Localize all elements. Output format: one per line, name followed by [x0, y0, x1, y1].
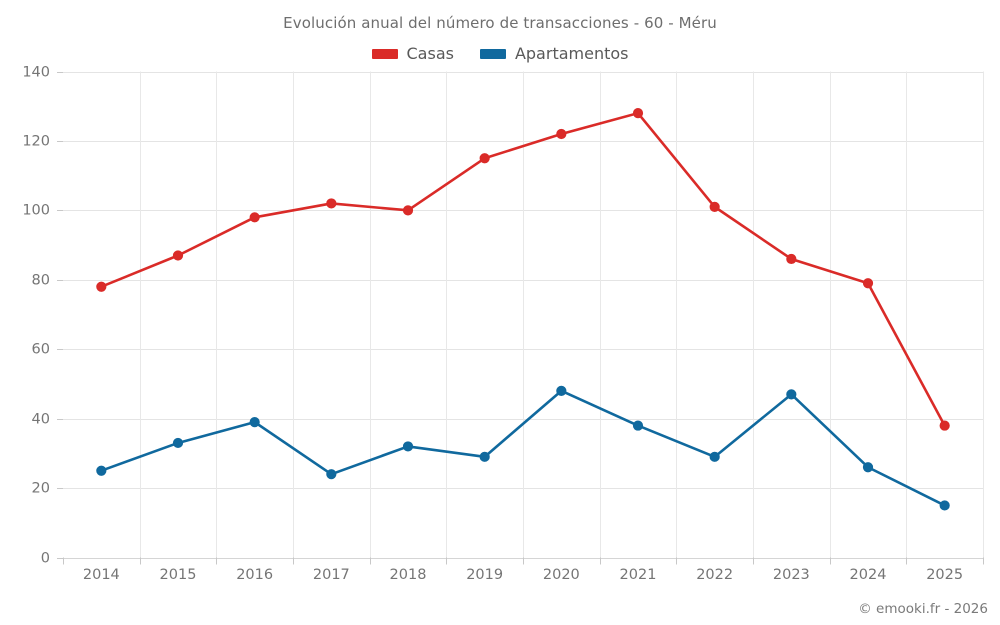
- series-line-casas: [100, 111, 946, 427]
- series-line-apartamentos: [100, 389, 946, 507]
- chart-title: Evolución anual del número de transaccio…: [283, 14, 717, 32]
- x-tick-label: 2023: [773, 567, 810, 583]
- data-point-marker[interactable]: [862, 278, 874, 289]
- data-point-marker[interactable]: [479, 153, 490, 164]
- x-tick-label: 2022: [696, 567, 733, 583]
- y-tick-label: 140: [22, 65, 50, 81]
- x-tick-label: 2016: [236, 567, 273, 583]
- gridlines: [63, 71, 984, 559]
- data-point-marker[interactable]: [556, 385, 567, 396]
- data-point-marker[interactable]: [249, 417, 260, 428]
- copyright-credit: © emooki.fr - 2026: [858, 601, 988, 617]
- legend-swatch-casas: [371, 48, 398, 59]
- data-point-marker[interactable]: [96, 281, 107, 292]
- data-point-marker[interactable]: [479, 451, 490, 462]
- x-tick-label: 2019: [466, 567, 503, 583]
- y-tick-label: 100: [22, 203, 50, 219]
- legend-item-casas[interactable]: Casas: [371, 44, 454, 63]
- data-point-marker[interactable]: [96, 465, 107, 476]
- y-tick-label: 60: [32, 342, 50, 358]
- y-axis-tick-labels: 0 20 40 60 80 100 120 140: [22, 65, 50, 567]
- data-point-marker[interactable]: [709, 451, 720, 462]
- data-point-marker[interactable]: [402, 205, 414, 216]
- chart-legend: Casas Apartamentos: [0, 44, 1000, 63]
- x-tick-label: 2020: [543, 567, 580, 583]
- data-point-marker[interactable]: [786, 253, 797, 265]
- x-tick-label: 2018: [390, 567, 427, 583]
- legend-item-apartamentos[interactable]: Apartamentos: [479, 44, 629, 63]
- x-tick-label: 2021: [620, 567, 657, 583]
- x-tick-label: 2024: [850, 567, 887, 583]
- data-point-marker[interactable]: [172, 437, 184, 449]
- legend-swatch-apartamentos: [479, 48, 506, 59]
- data-point-marker[interactable]: [172, 250, 184, 261]
- y-tick-label: 20: [32, 481, 50, 497]
- y-tick-label: 40: [32, 412, 50, 428]
- y-tick-label: 80: [32, 273, 50, 289]
- data-point-marker[interactable]: [939, 420, 950, 431]
- data-point-marker[interactable]: [786, 389, 797, 400]
- data-point-marker[interactable]: [326, 469, 337, 480]
- data-point-marker[interactable]: [326, 198, 337, 209]
- data-point-marker[interactable]: [556, 128, 567, 140]
- x-axis-tick-labels: 2014 2015 2016 2017 2018 2019 2020 2021 2022 2023…: [83, 567, 963, 583]
- data-point-marker[interactable]: [709, 201, 720, 212]
- data-point-marker[interactable]: [939, 500, 950, 511]
- y-tick-label: 120: [22, 134, 50, 150]
- legend-label-casas: Casas: [406, 44, 454, 63]
- x-tick-label: 2014: [83, 567, 120, 583]
- legend-label-apartamentos: Apartamentos: [514, 44, 629, 63]
- data-point-marker[interactable]: [632, 108, 644, 119]
- data-point-marker[interactable]: [249, 212, 260, 223]
- x-tick-label: 2015: [160, 567, 197, 583]
- data-point-marker[interactable]: [632, 420, 644, 431]
- y-tick-label: 0: [41, 551, 50, 567]
- data-point-marker[interactable]: [862, 462, 874, 473]
- data-series: [96, 108, 950, 511]
- data-point-marker[interactable]: [402, 441, 414, 452]
- x-tick-label: 2025: [926, 567, 963, 583]
- x-tick-label: 2017: [313, 567, 350, 583]
- axes: [57, 72, 984, 565]
